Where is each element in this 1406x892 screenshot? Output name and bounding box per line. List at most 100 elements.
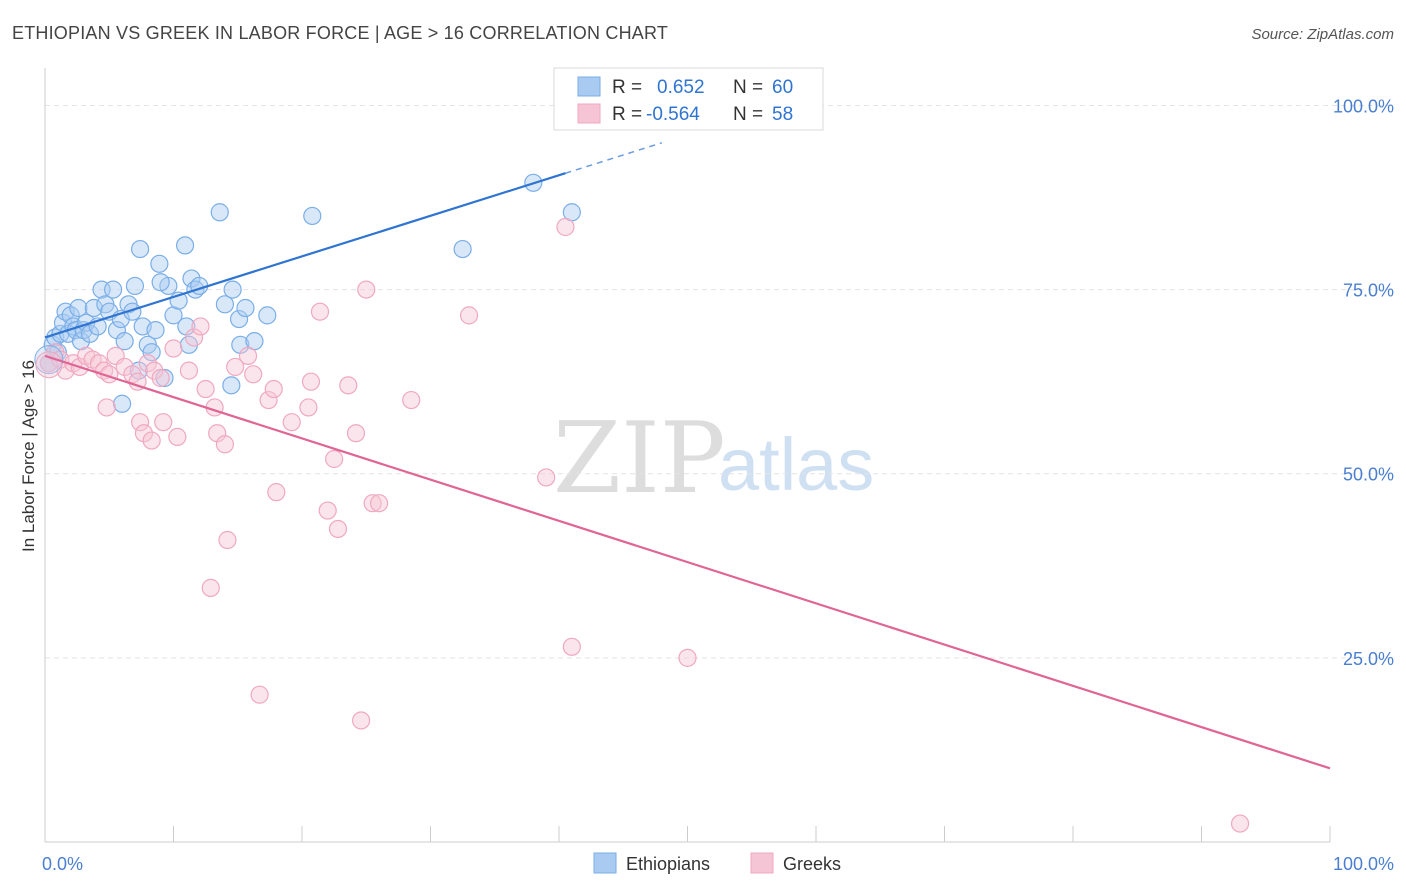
trend-lines <box>44 142 1331 770</box>
point-greeks-22 <box>154 413 173 432</box>
point-ethiopians-49 <box>223 280 242 299</box>
trend-line-extension-ethiopians <box>565 142 663 174</box>
point-greeks-34 <box>244 365 263 384</box>
y-tick-labels: 25.0% 50.0% 75.0% 100.0% <box>1333 96 1394 668</box>
point-greeks-17 <box>151 368 170 388</box>
point-greeks-53 <box>267 483 286 502</box>
point-greeks-42 <box>325 449 344 469</box>
point-greeks-57 <box>352 711 371 730</box>
point-ethiopians-40 <box>150 254 169 273</box>
point-greeks-50 <box>459 306 479 325</box>
point-ethiopians-47 <box>210 203 229 222</box>
point-ethiopians-58 <box>453 239 472 259</box>
point-greeks-47 <box>363 494 382 513</box>
stats-legend-r-label-greeks: R = <box>612 104 642 125</box>
x-tick-label-0: 0.0% <box>42 854 83 874</box>
point-greeks-extra-0 <box>562 637 581 656</box>
point-ethiopians-33 <box>146 321 165 340</box>
stats-legend-r-value-greeks: -0.564 <box>646 104 700 125</box>
series-legend: Ethiopians Greeks <box>593 852 841 874</box>
point-ethiopians-55 <box>222 376 241 395</box>
point-greeks-25 <box>179 361 199 380</box>
point-greeks-36 <box>264 379 283 399</box>
point-greeks-31 <box>215 435 234 454</box>
point-cluster-ethiopians <box>34 345 64 375</box>
chart-source: Source: ZipAtlas.com <box>1251 26 1394 43</box>
y-axis-label: In Labor Force | Age > 16 <box>19 360 38 552</box>
point-greeks-44 <box>339 376 358 395</box>
point-greeks-54 <box>218 530 237 550</box>
stats-legend-swatch-ethiopians <box>577 76 601 97</box>
stats-legend-r-value-ethiopians: 0.652 <box>657 77 705 98</box>
data-points <box>34 173 1250 833</box>
point-greeks-21 <box>142 431 161 450</box>
point-ethiopians-54 <box>258 306 277 325</box>
gridlines <box>45 104 1394 659</box>
y-tick-label-0: 25.0% <box>1343 649 1394 669</box>
stats-legend-n-value-greeks: 58 <box>772 104 793 125</box>
stats-legend-n-label-greeks: N = <box>733 104 763 125</box>
point-ethiopians-24 <box>115 332 134 351</box>
trend-line-ethiopians <box>44 172 566 339</box>
point-ethiopians-43 <box>182 269 201 288</box>
point-ethiopians-16 <box>84 298 103 318</box>
legend-label-ethiopians: Ethiopians <box>626 854 710 874</box>
stats-legend-n-value-ethiopians: 60 <box>772 77 793 98</box>
legend-label-greeks: Greeks <box>783 854 841 874</box>
point-ethiopians-41 <box>151 273 170 292</box>
legend-swatch-ethiopians <box>593 852 617 874</box>
point-ethiopians-34 <box>155 368 174 388</box>
point-greeks-43 <box>328 519 348 539</box>
point-greeks-45 <box>346 424 366 443</box>
legend-swatch-greeks <box>750 852 774 874</box>
y-tick-label-3: 100.0% <box>1333 96 1394 116</box>
x-tick-labels: 0.0% 100.0% <box>42 854 1394 874</box>
point-greeks-51 <box>537 468 556 487</box>
point-greeks-12 <box>115 357 134 377</box>
point-greeks-48 <box>370 494 389 513</box>
point-greeks-19 <box>130 413 150 432</box>
point-greeks-26 <box>184 328 204 347</box>
stats-legend: R = 0.652 N = 60 R = -0.564 N = 58 <box>553 67 824 131</box>
y-tick-label-1: 50.0% <box>1343 465 1394 485</box>
point-ethiopians-15 <box>80 324 100 343</box>
watermark-zip: ZIP <box>553 402 726 516</box>
point-greeks-46 <box>357 280 376 299</box>
point-greeks-55 <box>201 578 220 597</box>
point-greeks-15 <box>138 354 157 373</box>
point-greeks-27 <box>191 317 210 336</box>
point-greeks-52 <box>556 217 575 237</box>
point-greeks-56 <box>250 685 269 704</box>
chart-title: ETHIOPIAN VS GREEK IN LABOR FORCE | AGE … <box>12 23 668 43</box>
y-tick-label-2: 75.0% <box>1343 281 1394 301</box>
point-ethiopians-39 <box>130 239 150 259</box>
trend-line-greeks <box>44 354 1331 770</box>
point-ethiopians-32 <box>142 343 161 362</box>
point-ethiopians-56 <box>303 206 322 226</box>
point-ethiopians-48 <box>215 295 234 314</box>
point-greeks-23 <box>168 427 187 447</box>
stats-legend-swatch-greeks <box>577 103 601 124</box>
point-greeks-38 <box>299 398 318 417</box>
point-ethiopians-30 <box>112 394 132 413</box>
point-greeks-18 <box>97 398 116 417</box>
point-ethiopians-21 <box>104 280 123 299</box>
point-greeks-20 <box>134 424 154 443</box>
stats-legend-n-label-ethiopians: N = <box>733 77 763 98</box>
point-ethiopians-52 <box>236 298 255 318</box>
watermark: ZIP atlas <box>553 402 874 516</box>
axes <box>44 68 1331 843</box>
point-greeks-41 <box>318 501 337 520</box>
point-greeks-extra-2 <box>1230 814 1250 833</box>
point-greeks-16 <box>145 361 164 380</box>
point-greeks-40 <box>310 302 330 321</box>
point-greeks-39 <box>301 372 321 391</box>
watermark-atlas: atlas <box>718 423 874 506</box>
point-greeks-37 <box>282 413 301 432</box>
point-ethiopians-27 <box>125 276 145 296</box>
point-ethiopians-50 <box>229 309 249 329</box>
point-greeks-49 <box>402 390 421 410</box>
point-greeks-28 <box>196 379 215 399</box>
point-greeks-33 <box>238 346 258 365</box>
